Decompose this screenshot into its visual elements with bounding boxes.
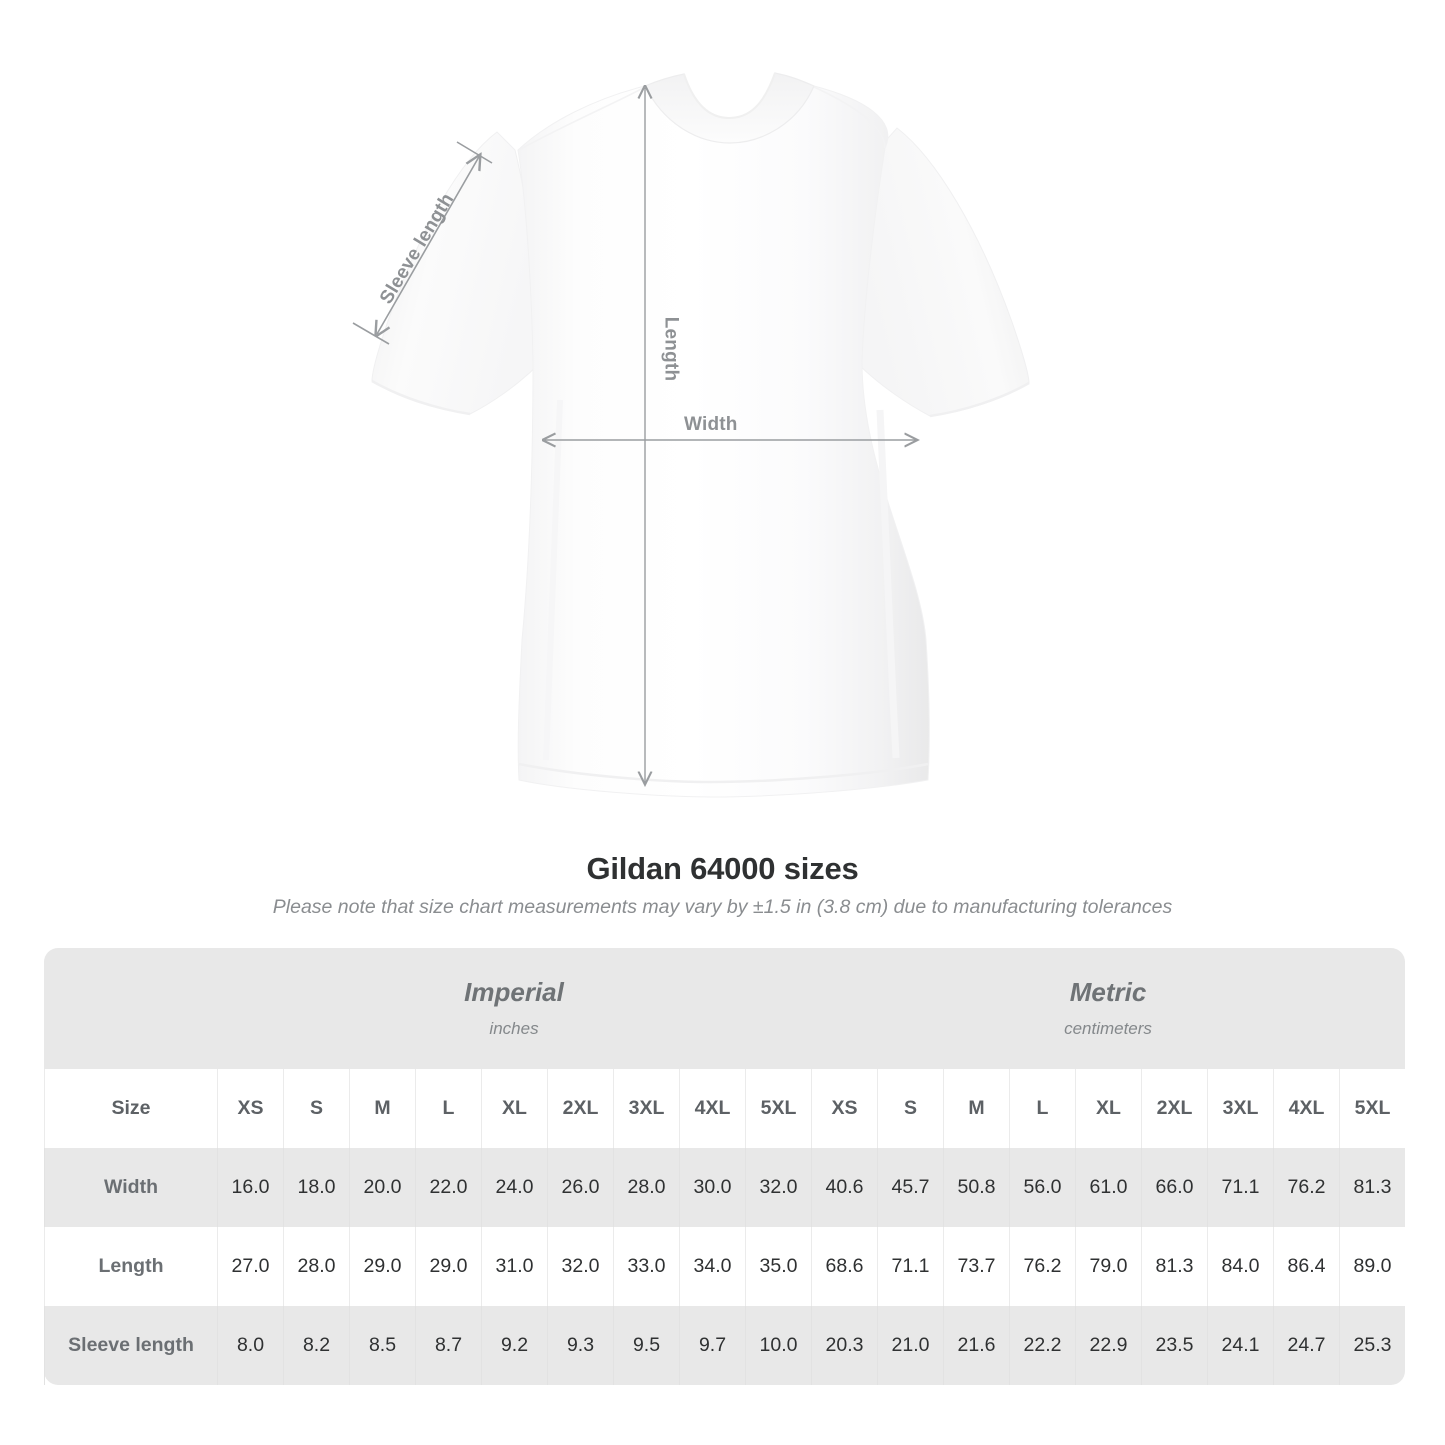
size-header-cell: L xyxy=(1009,1069,1075,1148)
table-cell: 20.0 xyxy=(349,1148,415,1227)
table-row: Sleeve length 8.0 8.2 8.5 8.7 9.2 9.3 9.… xyxy=(44,1306,1405,1385)
table-cell: 27.0 xyxy=(217,1227,283,1306)
table-cell: 29.0 xyxy=(349,1227,415,1306)
page-title: Gildan 64000 sizes xyxy=(586,851,859,886)
table-cell: 81.3 xyxy=(1141,1227,1207,1306)
table-cell: 32.0 xyxy=(745,1148,811,1227)
table-cell: 21.6 xyxy=(943,1306,1009,1385)
table-cell: 25.3 xyxy=(1339,1306,1405,1385)
row-label-sleeve-length: Sleeve length xyxy=(44,1306,217,1385)
table-cell: 9.2 xyxy=(481,1306,547,1385)
size-header-cell: 4XL xyxy=(1273,1069,1339,1148)
size-chart-table: Imperial inches Metric centimeters Size … xyxy=(44,948,1405,1385)
table-cell: 26.0 xyxy=(547,1148,613,1227)
table-cell: 30.0 xyxy=(679,1148,745,1227)
unit-header-spacer xyxy=(44,948,217,1069)
size-header-cell: 4XL xyxy=(679,1069,745,1148)
size-header-cell: XS xyxy=(217,1069,283,1148)
table-cell: 10.0 xyxy=(745,1306,811,1385)
table-cell: 16.0 xyxy=(217,1148,283,1227)
table-cell: 9.7 xyxy=(679,1306,745,1385)
table-cell: 31.0 xyxy=(481,1227,547,1306)
unit-block-metric: Metric centimeters xyxy=(811,948,1405,1069)
table-cell: 71.1 xyxy=(1207,1148,1273,1227)
table-cell: 18.0 xyxy=(283,1148,349,1227)
size-header-cell: 2XL xyxy=(547,1069,613,1148)
table-cell: 35.0 xyxy=(745,1227,811,1306)
tolerance-note: Please note that size chart measurements… xyxy=(272,896,1173,918)
table-cell: 23.5 xyxy=(1141,1306,1207,1385)
table-cell: 32.0 xyxy=(547,1227,613,1306)
length-dimension-label: Length xyxy=(660,316,682,382)
size-header-cell: XL xyxy=(481,1069,547,1148)
row-label-length: Length xyxy=(44,1227,217,1306)
table-cell: 66.0 xyxy=(1141,1148,1207,1227)
width-dimension-label: Width xyxy=(684,414,738,435)
table-header-row: Size XS S M L XL 2XL 3XL 4XL 5XL XS S M … xyxy=(44,1069,1405,1148)
table-cell: 22.2 xyxy=(1009,1306,1075,1385)
table-cell: 40.6 xyxy=(811,1148,877,1227)
table-cell: 79.0 xyxy=(1075,1227,1141,1306)
header-size-label: Size xyxy=(44,1069,217,1148)
unit-system-header: Imperial inches Metric centimeters xyxy=(44,948,1405,1069)
table-cell: 81.3 xyxy=(1339,1148,1405,1227)
table-cell: 89.0 xyxy=(1339,1227,1405,1306)
table-cell: 21.0 xyxy=(877,1306,943,1385)
table-cell: 28.0 xyxy=(283,1227,349,1306)
table-cell: 84.0 xyxy=(1207,1227,1273,1306)
table-cell: 9.3 xyxy=(547,1306,613,1385)
tshirt-measurement-diagram: Sleeve length Length Width xyxy=(352,72,1030,798)
row-label-width: Width xyxy=(44,1148,217,1227)
table-cell: 8.5 xyxy=(349,1306,415,1385)
size-header-cell: M xyxy=(943,1069,1009,1148)
table-row: Length 27.0 28.0 29.0 29.0 31.0 32.0 33.… xyxy=(44,1227,1405,1306)
table-cell: 45.7 xyxy=(877,1148,943,1227)
table-cell: 73.7 xyxy=(943,1227,1009,1306)
size-header-cell: M xyxy=(349,1069,415,1148)
table-cell: 50.8 xyxy=(943,1148,1009,1227)
table-row: Width 16.0 18.0 20.0 22.0 24.0 26.0 28.0… xyxy=(44,1148,1405,1227)
table-cell: 76.2 xyxy=(1273,1148,1339,1227)
table-cell: 86.4 xyxy=(1273,1227,1339,1306)
table-cell: 28.0 xyxy=(613,1148,679,1227)
table-cell: 24.0 xyxy=(481,1148,547,1227)
size-header-cell: 5XL xyxy=(1339,1069,1405,1148)
table-cell: 29.0 xyxy=(415,1227,481,1306)
table-cell: 8.7 xyxy=(415,1306,481,1385)
table-cell: 33.0 xyxy=(613,1227,679,1306)
size-header-cell: 3XL xyxy=(613,1069,679,1148)
table-cell: 76.2 xyxy=(1009,1227,1075,1306)
unit-name-imperial: Imperial xyxy=(464,977,564,1008)
unit-block-imperial: Imperial inches xyxy=(217,948,811,1069)
table-cell: 61.0 xyxy=(1075,1148,1141,1227)
sleeve-length-dimension xyxy=(352,141,493,345)
table-cell: 71.1 xyxy=(877,1227,943,1306)
unit-sub-imperial: inches xyxy=(489,1018,539,1038)
table-cell: 9.5 xyxy=(613,1306,679,1385)
table-cell: 68.6 xyxy=(811,1227,877,1306)
size-header-cell: XS xyxy=(811,1069,877,1148)
size-header-cell: XL xyxy=(1075,1069,1141,1148)
size-header-cell: S xyxy=(283,1069,349,1148)
size-header-cell: 5XL xyxy=(745,1069,811,1148)
size-header-cell: 2XL xyxy=(1141,1069,1207,1148)
table-cell: 56.0 xyxy=(1009,1148,1075,1227)
size-header-cell: L xyxy=(415,1069,481,1148)
unit-sub-metric: centimeters xyxy=(1064,1018,1152,1038)
table-cell: 22.0 xyxy=(415,1148,481,1227)
size-header-cell: S xyxy=(877,1069,943,1148)
table-cell: 34.0 xyxy=(679,1227,745,1306)
unit-name-metric: Metric xyxy=(1069,977,1147,1008)
table-cell: 24.7 xyxy=(1273,1306,1339,1385)
size-header-cell: 3XL xyxy=(1207,1069,1273,1148)
table-cell: 20.3 xyxy=(811,1306,877,1385)
table-cell: 24.1 xyxy=(1207,1306,1273,1385)
table-cell: 22.9 xyxy=(1075,1306,1141,1385)
table-cell: 8.2 xyxy=(283,1306,349,1385)
table-cell: 8.0 xyxy=(217,1306,283,1385)
